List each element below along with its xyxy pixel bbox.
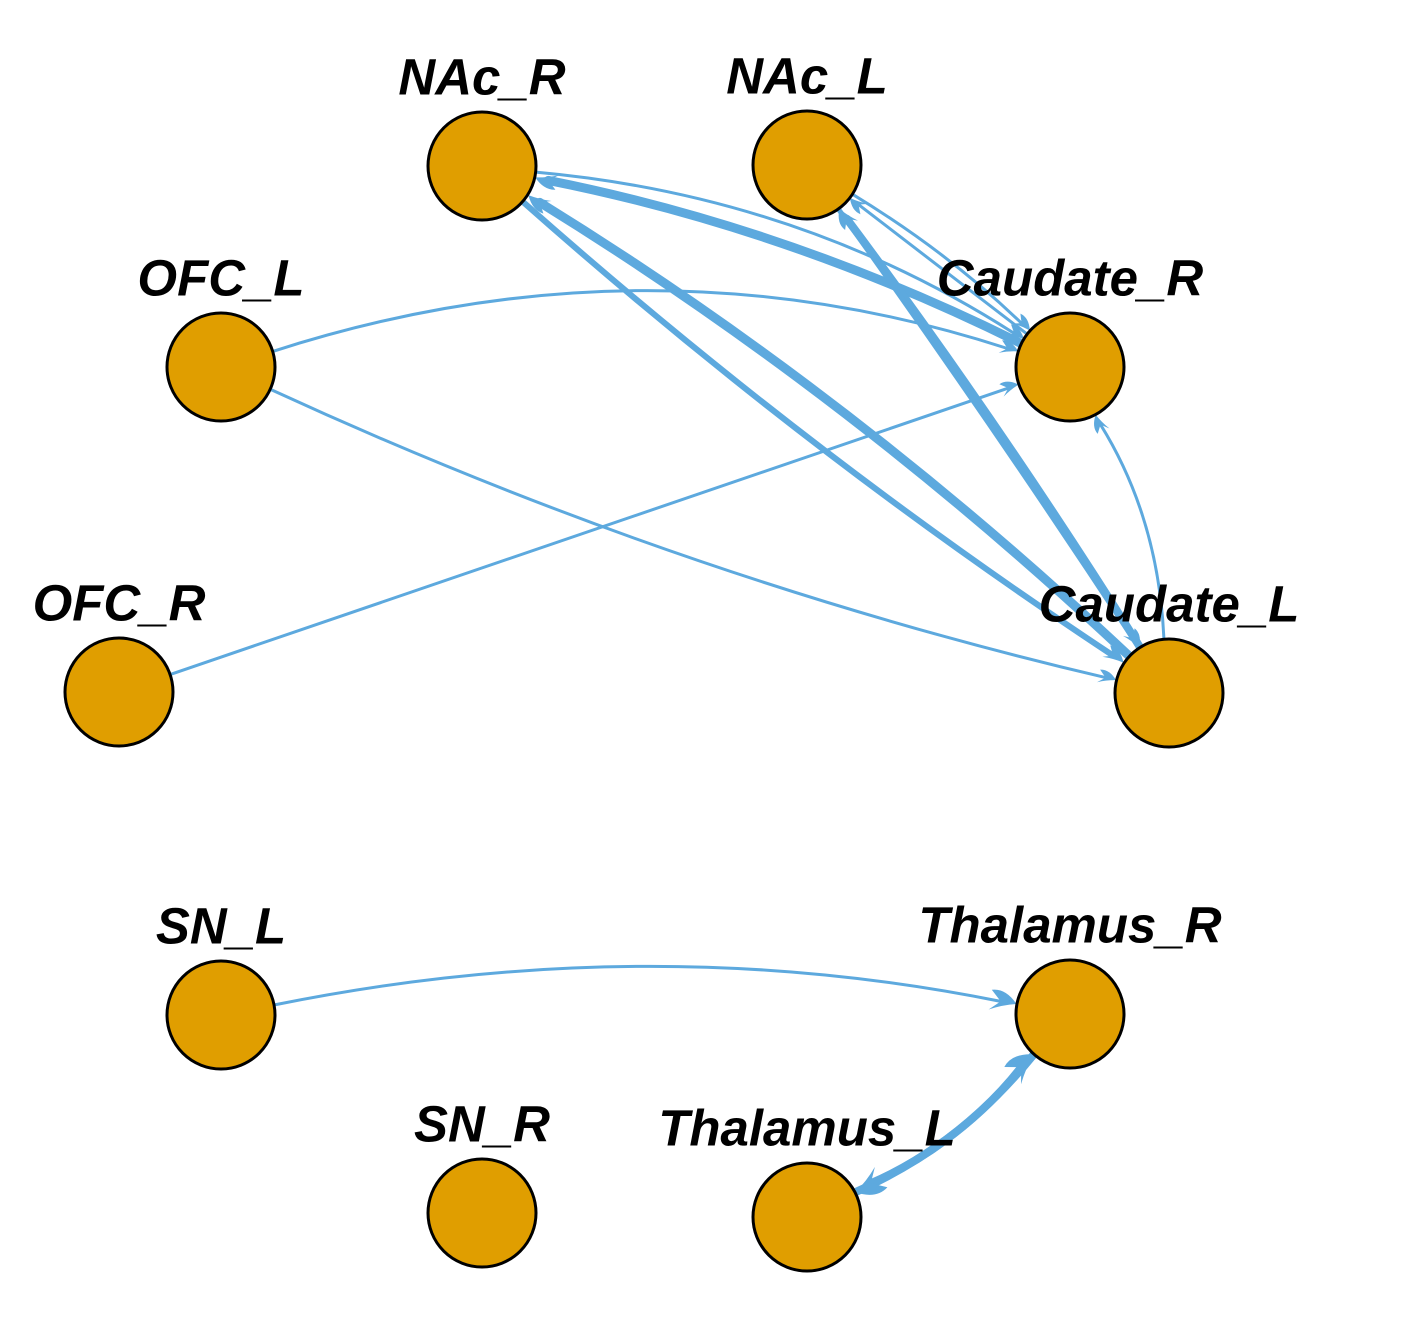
- svg-text:Thalamus_L: Thalamus_L: [658, 1100, 956, 1157]
- svg-text:SN_L: SN_L: [156, 898, 286, 955]
- svg-text:OFC_R: OFC_R: [33, 575, 206, 632]
- svg-text:Thalamus_R: Thalamus_R: [918, 897, 1221, 954]
- svg-text:OFC_L: OFC_L: [137, 250, 304, 307]
- svg-text:SN_R: SN_R: [414, 1096, 550, 1153]
- svg-text:Caudate_R: Caudate_R: [937, 250, 1204, 307]
- svg-text:NAc_L: NAc_L: [726, 48, 888, 105]
- svg-text:NAc_R: NAc_R: [398, 49, 565, 106]
- svg-text:Caudate_L: Caudate_L: [1039, 576, 1300, 633]
